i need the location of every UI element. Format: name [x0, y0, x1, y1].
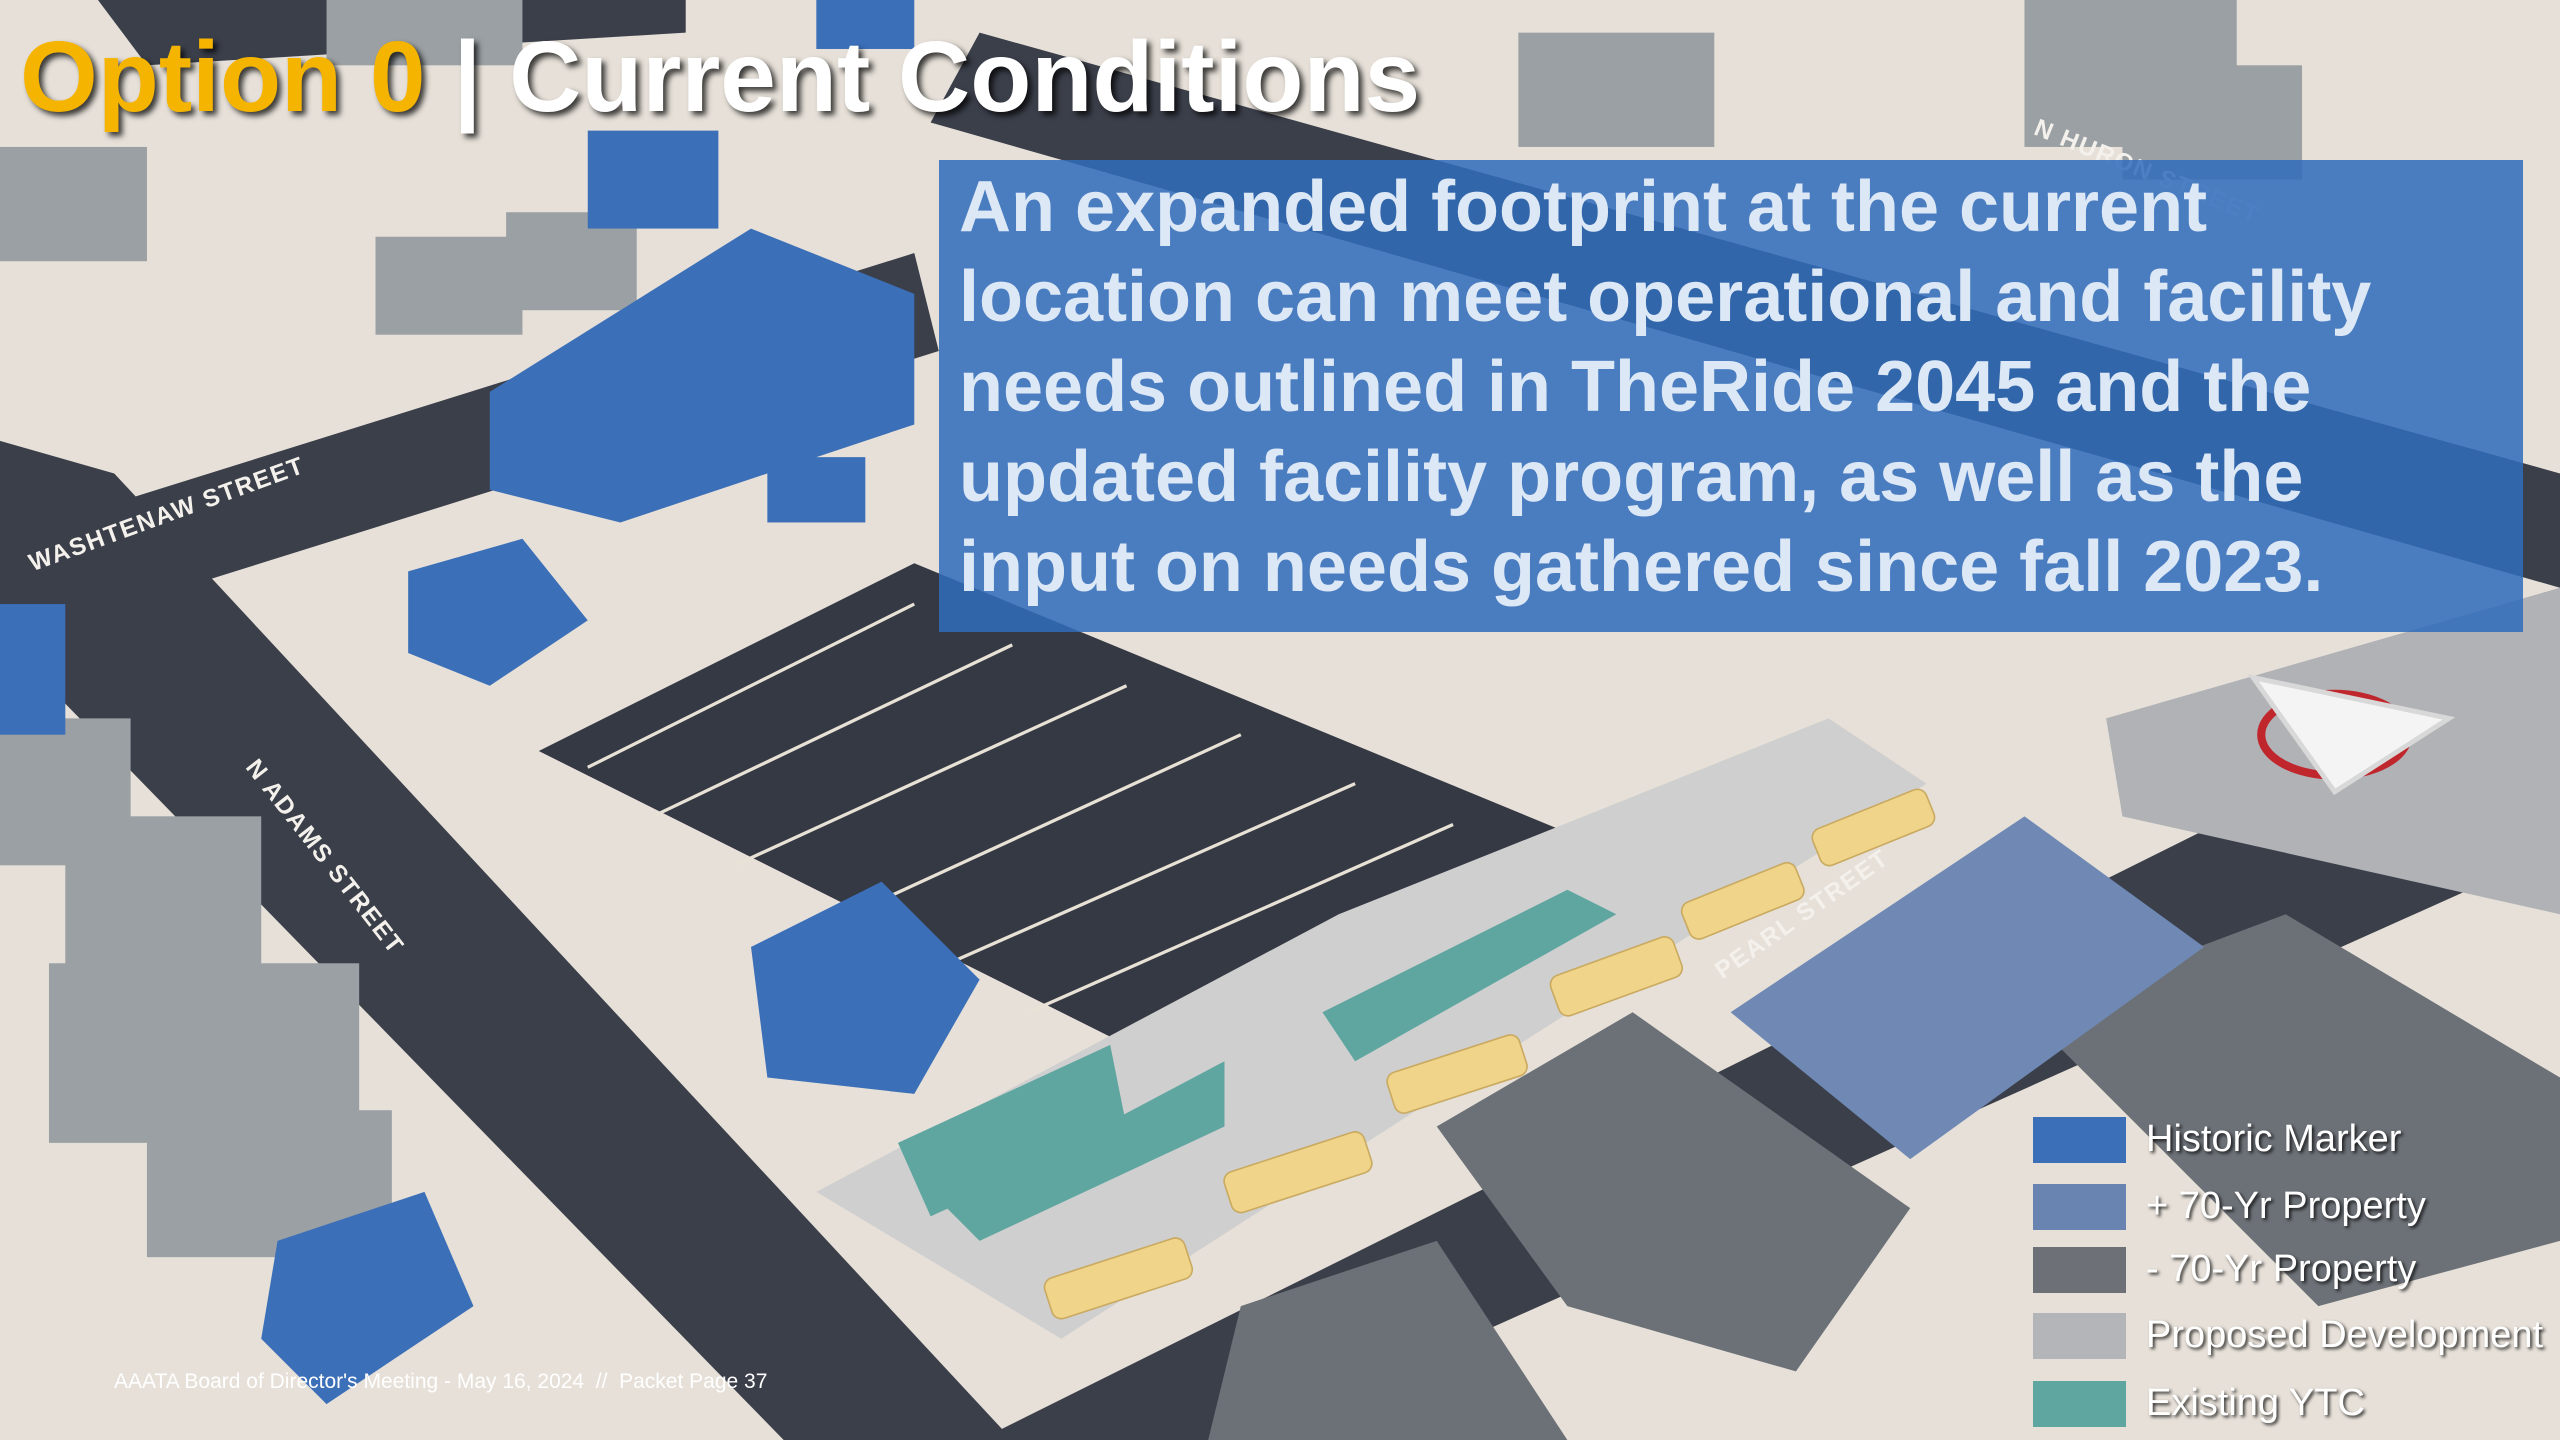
- buses: [1043, 788, 1936, 1320]
- historic-buildings: [0, 0, 980, 1405]
- building-70yr: [1730, 816, 2205, 1160]
- callout-line: needs outlined in TheRide 2045 and the: [959, 347, 2312, 427]
- legend-swatch: [2033, 1184, 2126, 1230]
- title-heading: Current Conditions: [509, 21, 1421, 133]
- ytc-buildings: [897, 889, 1617, 1241]
- legend-label: Proposed Development: [2146, 1314, 2544, 1356]
- legend-swatch: [2033, 1117, 2126, 1163]
- legend-label: - 70-Yr Property: [2146, 1248, 2417, 1290]
- title-option: Option 0: [20, 21, 426, 133]
- callout-box: An expanded footprint at the current loca…: [939, 160, 2523, 632]
- legend-label: + 70-Yr Property: [2146, 1185, 2426, 1227]
- slide-title: Option 0 | Current Conditions: [20, 20, 1420, 135]
- buildings: [0, 0, 2303, 1258]
- title-separator: |: [453, 21, 482, 133]
- legend-swatch: [2033, 1247, 2126, 1293]
- callout-line: An expanded footprint at the current: [959, 167, 2208, 247]
- footer: AAATA Board of Director's Meeting - May …: [114, 1370, 768, 1393]
- road: [0, 440, 1013, 1440]
- callout-line: updated facility program, as well as the: [959, 437, 2304, 517]
- road: [979, 653, 2560, 1440]
- parking-stripes: [587, 602, 1454, 1014]
- buildings-old: [1208, 914, 2560, 1440]
- logo: [2247, 673, 2456, 796]
- legend-label: Historic Marker: [2146, 1118, 2402, 1160]
- legend-label: Existing YTC: [2146, 1382, 2365, 1424]
- callout-line: location can meet operational and facili…: [959, 257, 2372, 337]
- legend-swatch: [2033, 1381, 2126, 1427]
- legend-swatch: [2033, 1313, 2126, 1359]
- callout-line: input on needs gathered since fall 2023.: [959, 527, 2324, 607]
